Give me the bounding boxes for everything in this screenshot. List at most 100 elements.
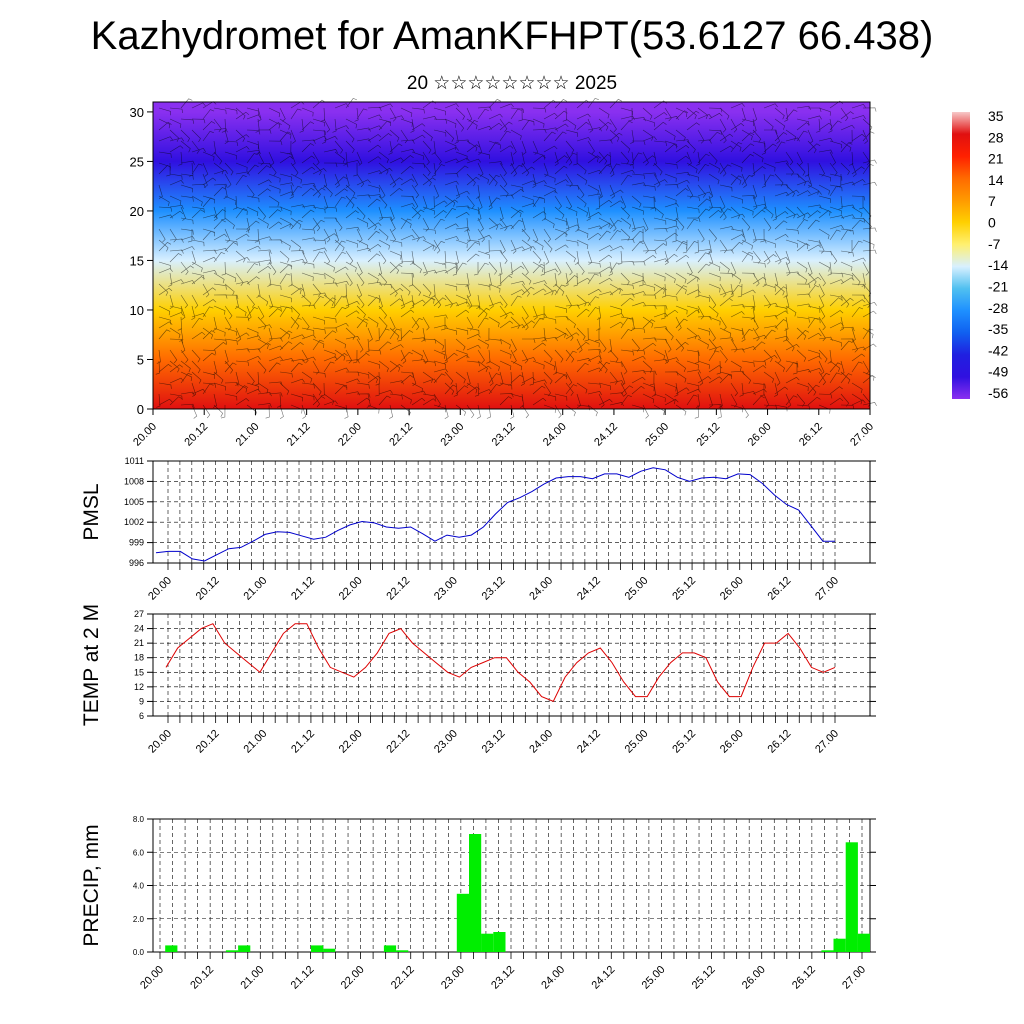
heat-xtick-label: 24.00 — [541, 421, 569, 449]
xtick-label: 22.12 — [384, 575, 412, 603]
heat-ytick-label: 5 — [137, 352, 144, 367]
xtick-label: 21.12 — [289, 964, 317, 992]
xtick-label: 27.00 — [840, 964, 868, 992]
heat-ytick-label: 10 — [130, 303, 144, 318]
precip-bar — [225, 950, 239, 952]
xtick-label: 23.00 — [432, 575, 460, 603]
ytick-label: 24 — [134, 624, 144, 634]
heat-xtick-label: 20.12 — [182, 421, 210, 449]
xtick-label: 20.00 — [138, 964, 166, 992]
temperature-colorbar: 35 28 21 14 7 0 -7 -14 -21 -28 -35 -42 -49 -56 — [952, 108, 1008, 401]
colorbar-label: -21 — [988, 278, 1008, 294]
colorbar-label: 14 — [988, 172, 1004, 188]
pmsl-panel: 996 999 1002 1005 1008 1011 20.00 20.12 21.00 21.… — [80, 456, 876, 603]
temp-2m-panel: 6 9 12 15 18 21 24 27 20.00 20.12 21.00 21.12 22.00 2… — [80, 604, 876, 756]
ytick-label: 999 — [129, 538, 144, 548]
ytick-label: 1002 — [124, 517, 144, 527]
heat-xtick-label: 26.00 — [746, 421, 774, 449]
precip-bar — [845, 842, 858, 952]
precip-bar — [493, 932, 506, 952]
chart-title: Kazhydromet for AmanKFHPT(53.6127 66.438… — [90, 14, 934, 58]
precip-bar — [481, 933, 494, 952]
heat-xtick-label: 24.12 — [592, 421, 620, 449]
ytick-label: 996 — [129, 558, 144, 568]
temp-line — [165, 623, 836, 703]
xtick-label: 20.00 — [146, 728, 174, 756]
xtick-label: 25.12 — [670, 575, 698, 603]
colorbar-label: -7 — [988, 236, 1001, 252]
panel-frame — [152, 818, 871, 953]
xtick-label: 22.00 — [337, 728, 365, 756]
xtick-label: 20.12 — [188, 964, 216, 992]
precip-bar — [323, 948, 336, 952]
xtick-label: 25.00 — [623, 728, 651, 756]
xtick-label: 23.12 — [480, 728, 508, 756]
xtick-label: 20.00 — [146, 575, 174, 603]
xtick-label: 26.00 — [718, 575, 746, 603]
xtick-label: 26.00 — [718, 728, 746, 756]
heat-xtick-label: 26.12 — [797, 421, 825, 449]
xtick-label: 21.00 — [241, 728, 269, 756]
xtick-label: 25.12 — [690, 964, 718, 992]
colorbar-label: -49 — [988, 364, 1008, 380]
xtick-label: 22.00 — [337, 575, 365, 603]
heat-xtick-label: 20.00 — [131, 421, 159, 449]
heat-xtick-label: 22.00 — [336, 421, 364, 449]
ytick-label: 4.0 — [133, 882, 145, 891]
xtick-label: 22.12 — [384, 728, 412, 756]
precip-bar — [821, 950, 834, 952]
precip-bar — [311, 945, 324, 952]
heat-xtick-label: 21.12 — [285, 421, 313, 449]
heat-xtick-label: 21.00 — [234, 421, 262, 449]
colorbar-label: 0 — [988, 215, 996, 231]
xtick-label: 24.12 — [589, 964, 617, 992]
xtick-label: 23.12 — [480, 575, 508, 603]
ytick-label: 1011 — [125, 456, 144, 466]
wind-barbs — [155, 97, 877, 419]
xtick-label: 23.00 — [439, 964, 467, 992]
ytick-label: 2.0 — [133, 915, 145, 924]
precip-bar — [857, 933, 870, 952]
xtick-label: 26.12 — [766, 728, 794, 756]
xtick-label: 22.12 — [389, 964, 417, 992]
colorbar-label: -28 — [988, 300, 1008, 316]
heat-xtick-label: 23.00 — [438, 421, 466, 449]
xtick-label: 20.12 — [194, 728, 222, 756]
xtick-label: 21.12 — [289, 575, 317, 603]
heat-ytick-label: 15 — [130, 253, 144, 268]
xtick-label: 22.00 — [339, 964, 367, 992]
precip-bar — [396, 950, 409, 952]
ytick-label: 1008 — [124, 476, 144, 486]
precip-bar — [238, 945, 251, 952]
xtick-label: 27.00 — [813, 728, 841, 756]
heat-ytick-label: 20 — [130, 204, 144, 219]
xtick-label: 26.12 — [766, 575, 794, 603]
colorbar-label: 7 — [988, 193, 996, 209]
xtick-label: 27.00 — [813, 575, 841, 603]
ytick-label: 6.0 — [133, 848, 145, 857]
temperature-field — [153, 102, 870, 409]
panel-ylabel: PMSL — [80, 483, 103, 540]
xtick-label: 24.00 — [527, 728, 555, 756]
ytick-label: 1005 — [124, 497, 144, 507]
precip-bar — [456, 893, 469, 952]
ytick-label: 9 — [139, 696, 144, 706]
xtick-label: 20.12 — [194, 575, 222, 603]
heat-xtick-label: 25.12 — [695, 421, 723, 449]
colorbar-label: 28 — [988, 129, 1004, 145]
ytick-label: 6 — [139, 711, 144, 721]
colorbar-label: -35 — [988, 321, 1008, 337]
panel-frame — [152, 613, 871, 717]
precip-panel: 0.0 2.0 4.0 6.0 8.0 20.00 20.12 21.00 21.12 22.00… — [80, 815, 876, 992]
xtick-label: 21.12 — [289, 728, 317, 756]
chart-subtitle: 20 ☆☆☆☆☆☆☆☆ 2025 — [406, 73, 618, 94]
heat-xtick-label: 27.00 — [848, 421, 876, 449]
xtick-label: 25.00 — [640, 964, 668, 992]
xtick-label: 26.00 — [740, 964, 768, 992]
panel-frame — [152, 460, 871, 564]
panel-ylabel: TEMP at 2 M — [80, 604, 103, 726]
xtick-label: 26.12 — [790, 964, 818, 992]
xtick-label: 24.00 — [527, 575, 555, 603]
xtick-label: 23.00 — [432, 728, 460, 756]
heat-ytick-label: 30 — [130, 105, 144, 120]
